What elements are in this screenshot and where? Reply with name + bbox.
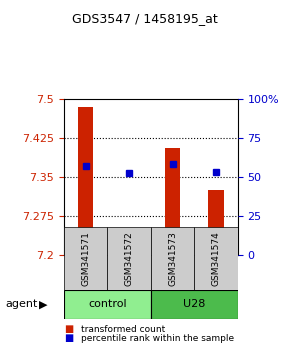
FancyBboxPatch shape bbox=[151, 290, 238, 319]
Text: U28: U28 bbox=[183, 299, 206, 309]
Text: control: control bbox=[88, 299, 127, 309]
Text: GSM341572: GSM341572 bbox=[124, 231, 134, 286]
Bar bbox=[165, 148, 180, 255]
FancyBboxPatch shape bbox=[194, 227, 238, 290]
Text: ■: ■ bbox=[64, 324, 73, 334]
FancyBboxPatch shape bbox=[64, 227, 107, 290]
Bar bbox=[78, 107, 93, 255]
Text: GSM341574: GSM341574 bbox=[211, 231, 221, 286]
Bar bbox=[122, 247, 137, 255]
Text: GSM341573: GSM341573 bbox=[168, 231, 177, 286]
FancyBboxPatch shape bbox=[107, 227, 151, 290]
Bar bbox=[209, 190, 224, 255]
Text: transformed count: transformed count bbox=[81, 325, 166, 334]
Text: GSM341571: GSM341571 bbox=[81, 231, 90, 286]
Text: ▶: ▶ bbox=[39, 299, 48, 309]
Text: ■: ■ bbox=[64, 333, 73, 343]
FancyBboxPatch shape bbox=[151, 227, 194, 290]
Text: agent: agent bbox=[6, 299, 38, 309]
Text: GDS3547 / 1458195_at: GDS3547 / 1458195_at bbox=[72, 12, 218, 25]
Text: percentile rank within the sample: percentile rank within the sample bbox=[81, 333, 234, 343]
FancyBboxPatch shape bbox=[64, 290, 151, 319]
